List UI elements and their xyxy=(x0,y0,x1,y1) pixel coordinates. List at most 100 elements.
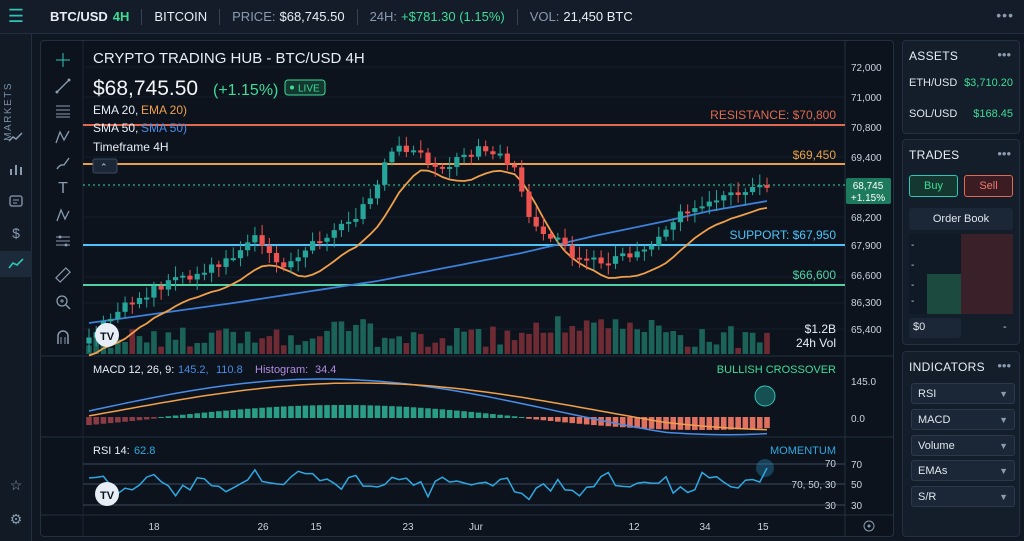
volume-bar xyxy=(518,332,525,354)
indicator-emas[interactable]: EMAs ▼ xyxy=(911,460,1015,481)
asset-row[interactable]: SOL/USD $168.45 xyxy=(909,108,1013,120)
macd-hist-bar xyxy=(742,417,749,430)
chart-canvas[interactable]: TV TV CRYPTO TRADING HUB - BTC/USD 4H $6… xyxy=(41,41,894,537)
asset-row[interactable]: ETH/USD $3,710.20 xyxy=(909,77,1013,89)
volume-value: $1.2B xyxy=(805,322,836,336)
more-icon[interactable]: ••• xyxy=(996,7,1014,23)
ruler-icon[interactable] xyxy=(53,265,73,285)
more-icon[interactable]: ••• xyxy=(997,146,1011,161)
order-book-button[interactable]: Order Book xyxy=(909,208,1013,230)
bar-chart-icon[interactable] xyxy=(0,156,32,182)
star-icon[interactable]: ☆ xyxy=(9,476,23,493)
symbol[interactable]: BTC/USD xyxy=(50,9,108,24)
price-tick: 71,000 xyxy=(851,93,882,104)
amount-input[interactable]: $0 xyxy=(909,318,961,338)
brush-icon[interactable] xyxy=(53,153,73,173)
collapse-button[interactable] xyxy=(92,158,118,174)
indicators-title: INDICATORS xyxy=(909,360,985,374)
live-badge xyxy=(284,79,326,96)
macd-hist-bar xyxy=(122,417,128,422)
bid-row: - xyxy=(911,240,915,251)
current-price-tag xyxy=(846,178,891,204)
settings-lines-icon[interactable] xyxy=(53,231,73,251)
indicator-label: MACD xyxy=(918,413,951,426)
crosshair-icon[interactable] xyxy=(53,50,73,70)
volume-bar xyxy=(764,332,770,354)
text-icon[interactable]: T xyxy=(58,180,68,197)
measure-icon[interactable] xyxy=(53,205,73,225)
volume-bar xyxy=(432,342,439,354)
tv-logo: TV xyxy=(95,482,119,506)
macd-hist-bar xyxy=(216,411,222,418)
pattern-icon[interactable] xyxy=(53,127,73,147)
time-tick: 34 xyxy=(699,522,711,533)
indicator-rsi[interactable]: RSI ▼ xyxy=(911,383,1015,404)
volume-bar xyxy=(749,332,756,354)
macd-hist-bar xyxy=(403,406,410,418)
candle-body xyxy=(418,150,424,153)
volume-bar xyxy=(381,337,388,354)
candle-body xyxy=(266,245,272,253)
macd-hist-bar xyxy=(353,405,359,418)
macd-hist-bar xyxy=(223,410,229,418)
dollar-icon[interactable]: $ xyxy=(12,225,20,241)
macd-hist-bar xyxy=(86,417,92,426)
volume-bar xyxy=(706,341,713,354)
more-icon[interactable]: ••• xyxy=(997,358,1011,373)
indicator-macd[interactable]: MACD ▼ xyxy=(911,409,1015,430)
macd-hist-bar xyxy=(619,417,626,428)
fib-icon[interactable] xyxy=(53,101,73,121)
price-tick: 65,400 xyxy=(851,325,882,336)
candle-body xyxy=(108,319,114,322)
volume-bar xyxy=(309,338,316,354)
price-tick: 69,400 xyxy=(851,153,882,164)
interval[interactable]: 4H xyxy=(112,9,130,24)
volume-bar xyxy=(576,330,583,354)
candle-body xyxy=(324,237,330,242)
zoom-icon[interactable] xyxy=(53,292,73,312)
macd-hist-bar xyxy=(230,409,237,418)
candle-body xyxy=(663,229,669,237)
candle-body xyxy=(627,253,633,258)
volume-bar xyxy=(216,330,222,354)
volume-bar xyxy=(504,330,511,354)
magnet-icon[interactable] xyxy=(53,327,73,347)
settings-icon[interactable]: ⚙ xyxy=(9,510,23,527)
price-tick: 70,800 xyxy=(851,123,882,134)
svg-text:TV: TV xyxy=(100,490,115,502)
volume-bar xyxy=(627,322,633,354)
macd-hist-bar xyxy=(692,417,698,430)
volume-bar xyxy=(158,346,164,354)
volume-bar xyxy=(728,326,734,354)
volume-bar xyxy=(439,338,446,354)
trendline-icon[interactable] xyxy=(53,76,73,96)
candle-body xyxy=(728,192,734,196)
tv-logo: TV xyxy=(95,323,119,347)
macd-hist-bar xyxy=(115,417,121,423)
candle-body xyxy=(194,273,200,280)
trades-panel: TRADES ••• Buy Sell Order Book - - - - $… xyxy=(902,139,1020,345)
macd-hist-bar xyxy=(179,414,186,418)
indicator-label: S/R xyxy=(918,490,937,503)
wallet-icon[interactable] xyxy=(0,188,32,214)
sell-button[interactable]: Sell xyxy=(964,175,1013,197)
candle-body xyxy=(591,257,597,260)
candle-body xyxy=(439,166,446,169)
candlesticks xyxy=(86,136,770,353)
candle-body xyxy=(245,242,251,251)
macd-v1: 145.2, xyxy=(178,364,209,376)
candle-body xyxy=(447,166,453,169)
buy-button[interactable]: Buy xyxy=(909,175,958,197)
settings-icon[interactable] xyxy=(863,520,875,532)
menu-icon[interactable]: ☰ xyxy=(7,6,25,26)
indicator-volume[interactable]: Volume ▼ xyxy=(911,435,1015,456)
chart-icon[interactable] xyxy=(0,251,32,277)
more-icon[interactable]: ••• xyxy=(997,47,1011,62)
macd-hist-bar xyxy=(158,417,164,418)
volume-bar xyxy=(634,329,640,354)
macd-hist-bar xyxy=(555,417,561,422)
trending-icon[interactable] xyxy=(0,124,32,150)
indicator-sr[interactable]: S/R ▼ xyxy=(911,486,1015,507)
volume-bar xyxy=(598,319,604,354)
volume-bar xyxy=(540,332,547,354)
